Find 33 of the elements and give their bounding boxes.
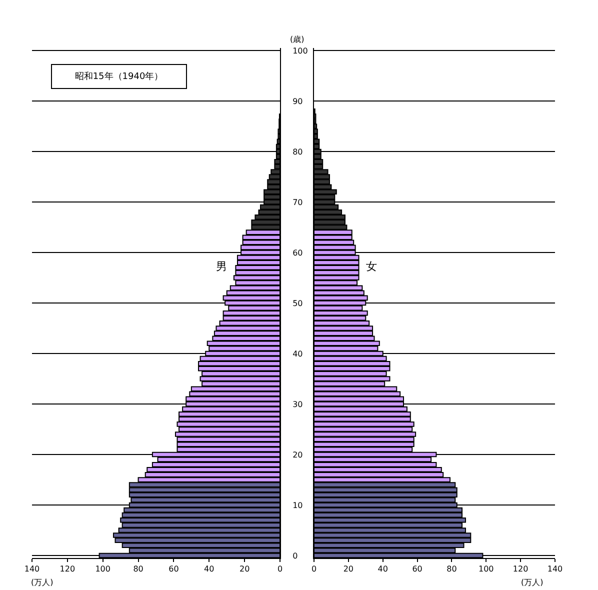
y-tick-label: 10 bbox=[292, 500, 303, 510]
x-tick-label: 140 bbox=[24, 564, 40, 574]
y-tick-label: 30 bbox=[292, 400, 303, 409]
x-tick-label: 120 bbox=[512, 564, 528, 574]
x-tick-label: 100 bbox=[95, 564, 110, 574]
y-tick-label: 0 bbox=[292, 551, 298, 560]
x-axis-title: (万人) bbox=[31, 578, 54, 587]
y-tick-label: 70 bbox=[292, 198, 303, 207]
x-tick-label: 20 bbox=[343, 564, 354, 574]
x-tick-label: 60 bbox=[412, 564, 422, 574]
y-tick-label: 80 bbox=[292, 147, 303, 156]
y-tick-label: 50 bbox=[292, 298, 303, 308]
x-axis-title: (万人) bbox=[521, 578, 544, 587]
x-tick-label: 0 bbox=[311, 564, 317, 574]
x-tick-label: 80 bbox=[133, 564, 144, 574]
annotation: 女 bbox=[366, 260, 377, 273]
y-axis-title: (歳) bbox=[290, 35, 304, 44]
x-tick-label: 140 bbox=[547, 564, 563, 574]
x-tick-label: 120 bbox=[60, 564, 76, 574]
x-tick-label: 100 bbox=[478, 564, 494, 574]
x-tick-label: 40 bbox=[204, 564, 214, 574]
x-tick-label: 0 bbox=[277, 564, 283, 574]
y-tick-label: 90 bbox=[292, 96, 303, 106]
y-tick-label: 20 bbox=[292, 450, 303, 460]
x-tick-label: 20 bbox=[239, 564, 250, 574]
x-tick-label: 80 bbox=[446, 564, 457, 574]
y-tick-label: 100 bbox=[292, 46, 308, 56]
y-tick-label: 40 bbox=[292, 349, 303, 358]
x-tick-label: 40 bbox=[378, 564, 388, 574]
annotation: 男 bbox=[216, 260, 227, 273]
y-tick-label: 60 bbox=[292, 248, 303, 258]
text: 昭和15年（1940年） bbox=[74, 71, 164, 82]
x-tick-label: 60 bbox=[168, 564, 179, 574]
